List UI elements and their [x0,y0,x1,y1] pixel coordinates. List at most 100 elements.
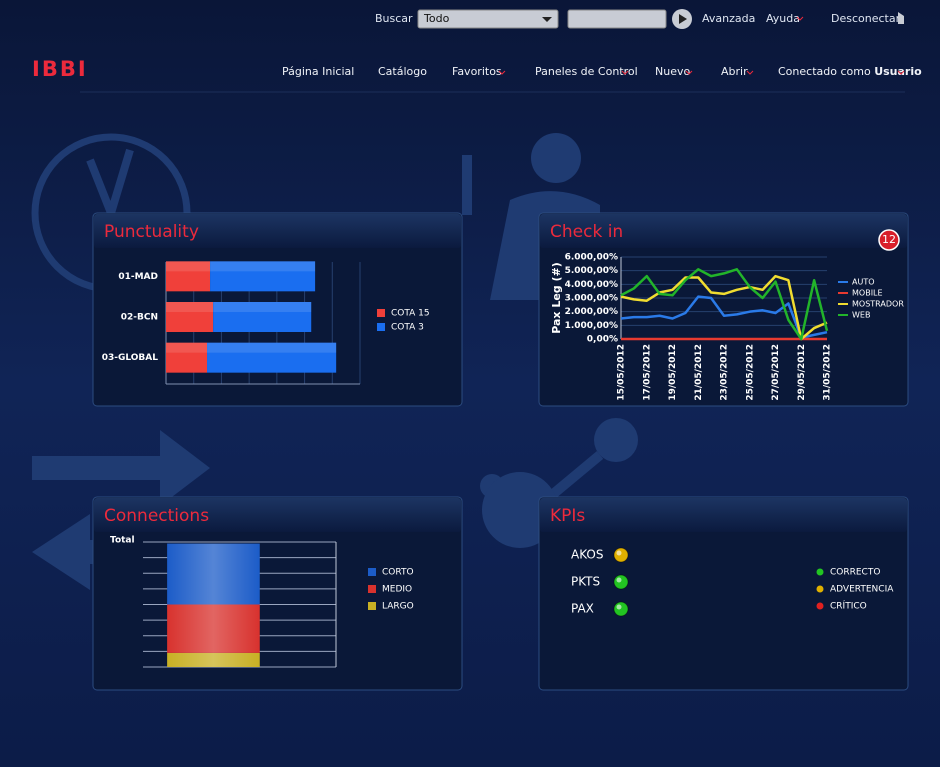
bar-shine [207,342,337,353]
legend-label: ADVERTENCIA [830,585,894,595]
panel-header [94,214,461,248]
charts: Punctuality 01-MAD 02-BCN 03-GLOBAL COTA 15 C… [92,212,909,691]
advanced-link[interactable]: Avanzada [702,12,755,25]
logout-icon [898,12,904,24]
bar-segment [213,302,312,332]
series-line [620,274,828,341]
x-tick-label: 21/05/2012 [694,344,704,401]
panel [538,496,909,691]
nav-item[interactable]: Catálogo [378,65,427,78]
legend-label: CRÍTICO [830,600,867,612]
kpi-light [613,547,629,563]
y-tick-label: 6.000,00% [565,253,618,263]
x-tick-label: 19/05/2012 [668,344,678,401]
caret [796,16,804,21]
category-label: Total [110,536,135,546]
nav-item[interactable]: Abrir [721,65,748,78]
legend-label: LARGO [382,602,414,612]
x-tick-label: 15/05/2012 [617,344,627,401]
y-tick-label: 4.000,00% [565,280,618,290]
category-label: 02-BCN [121,313,158,323]
category-label: 03-GLOBAL [102,353,159,363]
y-tick-label: 2.000,00% [565,307,618,317]
bar-shine [167,652,260,667]
bar-segment [166,342,208,373]
legend-light [816,568,824,576]
legend-swatch [368,568,376,576]
y-axis-title: Pax Leg (#) [550,262,563,334]
legend-swatch [368,585,376,593]
bar-shine [210,261,316,272]
x-tick-label: 23/05/2012 [720,344,730,401]
nav-carets [498,70,905,75]
legend-label: CORTO [382,568,414,578]
legend-label: COTA 15 [391,309,430,319]
legend-label: COTA 3 [391,323,424,333]
panel-header [540,498,907,532]
nav-item[interactable]: Favoritos [452,65,502,78]
legend-label: MOBILE [852,289,883,298]
kpi-label: AKOS [571,548,603,562]
search-scope[interactable]: Todo [423,12,450,25]
kpi-light [613,601,629,617]
search-scope-select[interactable] [417,9,559,29]
panel-title: Check in [550,222,623,242]
badge [878,229,900,251]
y-tick-label: 3.000,00% [565,294,618,304]
x-tick-label: 29/05/2012 [797,344,807,401]
kpi-light [613,574,629,590]
y-tick-label: 0,00% [587,335,618,345]
category-label: 01-MAD [118,272,158,282]
legend-label: WEB [852,311,870,320]
series-line [620,295,828,339]
x-tick-label: 31/05/2012 [823,344,833,401]
nav-item[interactable]: Nuevo [655,65,690,78]
nav: Página Inicial Catálogo Favoritos Paneles d… [282,65,748,78]
bar-shine [166,302,214,312]
play-icon [679,14,687,24]
x-tick-label: 25/05/2012 [745,344,755,401]
connected-as: Conectado como Usuario [778,65,922,78]
nav-item[interactable]: Página Inicial [282,65,354,78]
bar-segment [207,342,337,373]
panel [538,212,909,407]
kpi-light-shine [616,577,622,583]
bar-shine [213,302,312,312]
series-line [620,268,829,341]
panel-header [540,214,907,248]
y-tick-label: 1.000,00% [565,321,618,331]
x-tick-label: 27/05/2012 [771,344,781,401]
legend-label: MOSTRADOR [852,300,904,309]
kpi-light-shine [616,604,622,610]
y-tick-label: 5.000,00% [565,266,618,276]
search-input[interactable] [567,9,667,29]
panel-title: Punctuality [104,222,199,242]
legend-light [816,585,824,593]
logout-link[interactable]: Desconectar [831,12,901,25]
legend-label: AUTO [852,278,875,287]
bar-shine [166,342,208,353]
select-arrow [542,17,552,22]
x-tick-label: 17/05/2012 [642,344,652,401]
legend-light [816,602,824,610]
search-label: Buscar [375,12,413,25]
panel-title: Connections [104,506,209,526]
kpi-light-shine [616,550,622,556]
nav-item[interactable]: Paneles de Control [535,65,638,78]
connected-label: Conectado como [778,65,871,78]
legend-label: MEDIO [382,585,412,595]
bar-shine [167,543,260,605]
kpi-label: PKTS [571,575,600,589]
legend-swatch [377,309,385,317]
help-link[interactable]: Ayuda [766,12,800,25]
bar-segment [210,261,316,292]
panel-header [94,498,461,532]
legend-swatch [377,323,385,331]
panel-title: KPIs [550,506,585,526]
logo[interactable]: IBBI [32,57,88,81]
badge-count: 12 [882,233,896,246]
kpi-label: PAX [571,602,594,616]
legend-swatch [368,602,376,610]
legend-label: CORRECTO [830,568,880,578]
